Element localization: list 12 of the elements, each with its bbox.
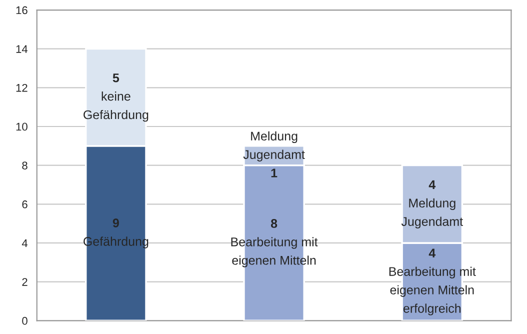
y-tick-label: 14 [16,45,28,53]
y-tick-label: 16 [16,6,28,14]
y-tick-label: 0 [22,316,28,325]
data-label: Meldung Jugendamt 1 [243,131,305,178]
y-tick-label: 4 [22,239,28,248]
y-tick-label: 8 [22,162,28,170]
y-tick-label: 12 [16,84,28,92]
y-tick-label: 10 [16,122,28,131]
y-tick-label: 6 [22,200,28,208]
y-tick-label: 2 [22,278,28,286]
data-label: 5 keine Gefährdung [84,74,148,122]
data-label: 4 Meldung Jugendamt [401,180,463,228]
